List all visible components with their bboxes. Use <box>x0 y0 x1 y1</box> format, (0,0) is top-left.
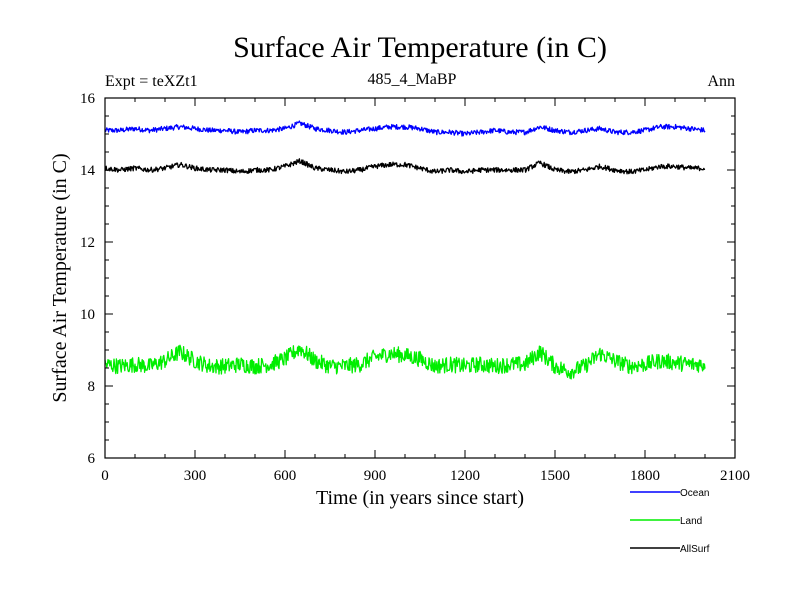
experiment-label: Expt = teXZt1 <box>105 73 198 90</box>
x-tick-label: 900 <box>364 468 387 484</box>
y-tick-label: 14 <box>80 163 96 179</box>
x-tick-label: 300 <box>184 468 207 484</box>
y-tick-label: 12 <box>80 235 95 251</box>
x-tick-label: 2100 <box>720 468 750 484</box>
legend-label-ocean: Ocean <box>680 488 709 499</box>
chart-subtitle: 485_4_MaBP <box>368 71 457 88</box>
y-tick-label: 8 <box>88 379 96 395</box>
period-label: Ann <box>707 73 735 90</box>
y-axis-label: Surface Air Temperature (in C) <box>49 153 71 402</box>
series-layer <box>104 120 706 380</box>
ticks-layer: 0 300 600 900 1200 1500 1800 2100 6 8 10 12 14 16 <box>80 91 750 484</box>
series-line-allsurf <box>104 158 706 175</box>
x-tick-label: 1200 <box>450 468 480 484</box>
chart-title: Surface Air Temperature (in C) <box>233 31 607 64</box>
y-tick-label: 10 <box>80 307 95 323</box>
legend-label-land: Land <box>680 516 702 527</box>
y-tick-label: 6 <box>88 451 96 467</box>
legend: Ocean Land AllSurf <box>630 488 710 555</box>
x-tick-label: 1800 <box>630 468 660 484</box>
series-line-ocean <box>104 120 706 137</box>
y-tick-label: 16 <box>80 91 96 107</box>
x-tick-label: 600 <box>274 468 297 484</box>
x-tick-label: 1500 <box>540 468 570 484</box>
series-line-land <box>104 344 706 380</box>
plot-frame <box>104 97 736 459</box>
legend-label-allsurf: AllSurf <box>680 544 710 555</box>
x-tick-label: 0 <box>101 468 109 484</box>
x-axis-label: Time (in years since start) <box>316 487 524 509</box>
